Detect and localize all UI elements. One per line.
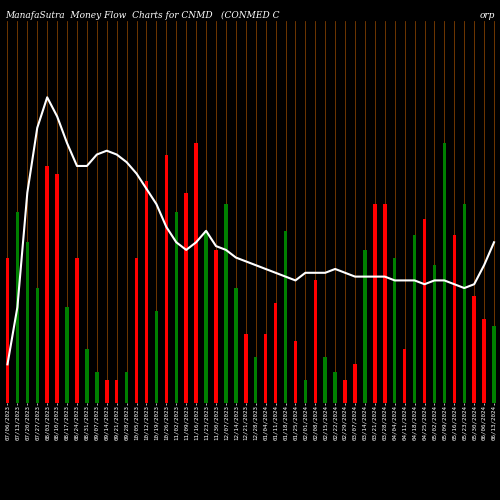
Text: (CONMED C: (CONMED C [221,11,279,20]
Bar [26,242,29,402]
Bar [6,258,9,402]
Bar [16,212,19,402]
Bar [482,318,486,402]
Bar [115,380,118,402]
Bar [492,326,496,402]
Text: ManafaSutra  Money Flow  Charts for CNMD: ManafaSutra Money Flow Charts for CNMD [5,11,212,20]
Bar [56,174,59,402]
Bar [174,212,178,402]
Bar [393,258,396,402]
Bar [66,307,69,402]
Bar [36,288,39,403]
Bar [214,250,218,402]
Bar [363,250,366,402]
Bar [105,380,108,402]
Bar [164,154,168,402]
Bar [284,231,287,402]
Bar [234,288,237,403]
Bar [75,258,78,402]
Bar [154,311,158,402]
Bar [442,143,446,403]
Bar [432,265,436,402]
Text: orp: orp [480,11,495,20]
Bar [472,296,476,403]
Bar [184,192,188,402]
Bar [383,204,386,402]
Bar [224,204,228,402]
Bar [462,204,466,402]
Bar [204,231,208,402]
Bar [324,356,327,403]
Bar [314,280,317,402]
Bar [452,234,456,402]
Bar [373,204,376,402]
Bar [334,372,337,402]
Bar [244,334,248,402]
Bar [344,380,347,402]
Bar [413,234,416,402]
Bar [264,334,268,402]
Bar [135,258,138,402]
Bar [274,304,278,402]
Bar [125,372,128,402]
Bar [95,372,98,402]
Bar [254,356,258,403]
Bar [85,349,88,403]
Bar [294,342,297,402]
Bar [46,166,49,402]
Bar [194,143,198,403]
Bar [423,220,426,402]
Bar [144,181,148,402]
Bar [354,364,357,403]
Bar [403,349,406,403]
Bar [304,380,307,402]
